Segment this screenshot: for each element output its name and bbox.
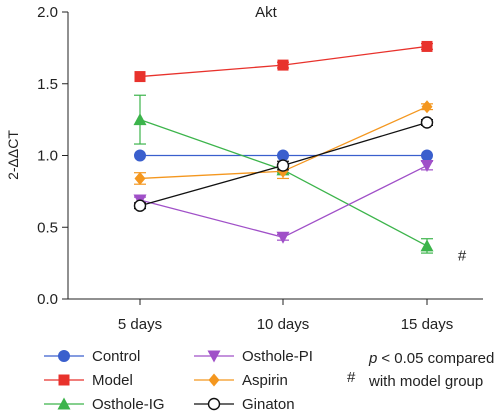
x-tick-label: 15 days [401, 316, 454, 333]
data-point-aspirin [134, 171, 146, 185]
data-point-ginaton [420, 116, 434, 129]
legend-label: Control [92, 348, 140, 365]
data-point-ginaton [133, 199, 147, 212]
x-tick-label: 10 days [257, 316, 310, 333]
legend-note-symbol: # [347, 369, 356, 386]
annotation-layer: # [458, 247, 467, 264]
legend-note-p: p [368, 350, 377, 367]
legend-item-aspirin: Aspirin [194, 372, 288, 389]
legend-marker-model [58, 374, 70, 386]
data-point-control [421, 149, 433, 162]
x-tick-label: 5 days [118, 316, 162, 333]
y-ticks: 0.0 0.5 1.0 1.5 2.0 [37, 4, 68, 308]
legend-note-line1-rest: < 0.05 compared [381, 350, 494, 367]
legend-marker-ginaton [207, 397, 221, 411]
legend-label: Model [92, 372, 133, 389]
chart-title: Akt [255, 4, 278, 21]
data-point-model [277, 59, 289, 71]
y-tick-label: 2.0 [37, 4, 58, 21]
significance-annotation: # [458, 247, 467, 264]
legend-label: Osthole-IG [92, 396, 165, 413]
y-tick-label: 0.5 [37, 219, 58, 236]
legend: Control Model Osthole-IG Osthole-PI Aspirin G… [44, 348, 313, 413]
legend-marker-osthole-pi [207, 350, 221, 363]
legend-marker-control [58, 350, 70, 362]
legend-note-line1: p < 0.05 compared [368, 350, 494, 367]
y-tick-label: 0.0 [37, 291, 58, 308]
legend-item-osthole-pi: Osthole-PI [194, 348, 313, 365]
y-tick-label: 1.0 [37, 148, 58, 165]
data-point-osthole-ig [133, 113, 147, 126]
data-point-model [134, 71, 146, 83]
data-point-osthole-pi [420, 160, 434, 173]
legend-label: Osthole-PI [242, 348, 313, 365]
data-point-ginaton [276, 159, 290, 172]
legend-note-line2: with model group [368, 373, 483, 390]
legend-label: Aspirin [242, 372, 288, 389]
y-tick-label: 1.5 [37, 76, 58, 93]
y-axis-title: 2-ΔΔCT [5, 130, 21, 180]
legend-note: # p < 0.05 compared with model group [347, 350, 494, 390]
legend-marker-aspirin [208, 373, 220, 387]
series-aspirin [134, 100, 433, 185]
series-ginaton [133, 116, 434, 212]
series-control [134, 149, 433, 162]
data-point-osthole-ig [420, 239, 434, 252]
data-point-aspirin [421, 100, 433, 114]
data-point-osthole-pi [276, 231, 290, 244]
x-ticks: 5 days 10 days 15 days [118, 299, 453, 333]
legend-item-model: Model [44, 372, 133, 389]
legend-item-osthole-ig: Osthole-IG [44, 396, 165, 413]
legend-label: Ginaton [242, 396, 295, 413]
legend-item-control: Control [44, 348, 140, 365]
data-point-control [134, 149, 146, 162]
series-model [134, 40, 433, 83]
series-line-osthole-ig [139, 119, 428, 247]
series-layer [133, 40, 434, 254]
legend-item-ginaton: Ginaton [194, 396, 295, 413]
data-point-model [421, 40, 433, 52]
legend-marker-osthole-ig [57, 397, 71, 410]
